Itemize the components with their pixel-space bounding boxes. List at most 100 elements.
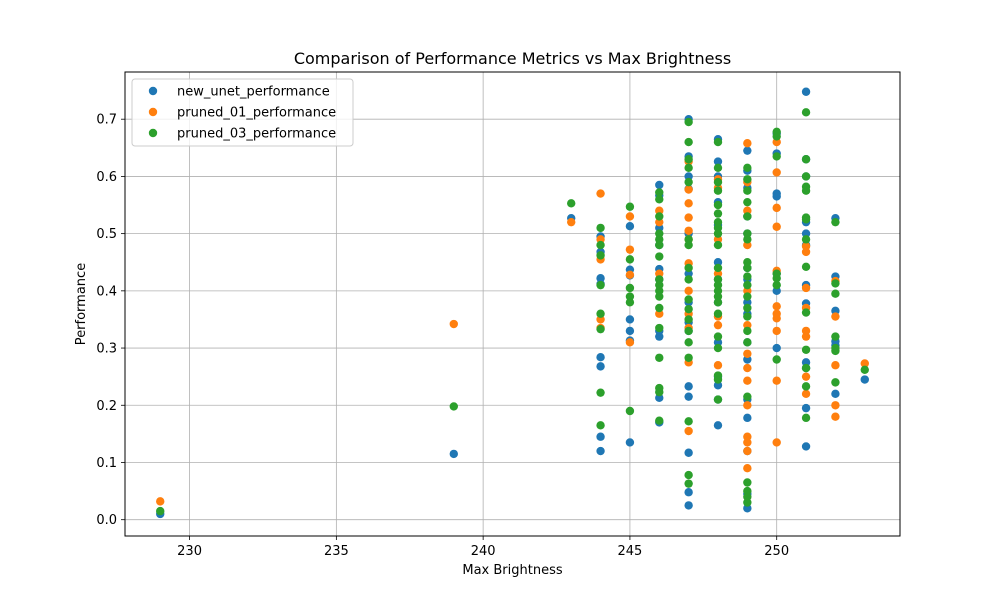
- data-point: [655, 353, 664, 362]
- chart-title: Comparison of Performance Metrics vs Max…: [294, 49, 731, 68]
- data-point: [449, 319, 458, 329]
- legend-box: [131, 78, 354, 147]
- data-point: [713, 209, 723, 218]
- data-point: [567, 217, 576, 227]
- data-point: [596, 309, 605, 318]
- data-point: [772, 343, 781, 353]
- data-point: [655, 275, 664, 284]
- data-point: [596, 446, 605, 456]
- data-point: [625, 406, 635, 416]
- data-point: [625, 292, 635, 301]
- data-point: [684, 199, 693, 208]
- data-point: [801, 235, 811, 244]
- data-point: [801, 442, 811, 451]
- data-point: [156, 506, 165, 516]
- data-point: [713, 421, 723, 430]
- legend-label: new_unet_performance: [177, 85, 330, 100]
- data-point: [596, 421, 605, 430]
- data-point: [713, 395, 723, 404]
- data-point: [655, 303, 664, 313]
- data-point: [801, 363, 811, 373]
- data-point: [743, 229, 752, 238]
- data-point: [743, 363, 752, 373]
- data-point: [801, 382, 811, 391]
- data-point: [684, 117, 693, 127]
- legend-label: pruned_03_performance: [177, 127, 336, 142]
- data-point: [713, 186, 723, 195]
- data-point: [772, 376, 781, 385]
- data-point: [713, 263, 723, 273]
- data-point: [684, 177, 693, 187]
- legend-marker: [148, 107, 158, 117]
- y-tick-label: 0.3: [96, 342, 117, 357]
- data-point: [831, 401, 840, 410]
- data-point: [743, 292, 752, 301]
- data-point: [713, 177, 723, 187]
- data-point: [772, 280, 781, 290]
- data-point: [713, 361, 723, 370]
- data-point: [713, 163, 723, 173]
- data-point: [831, 412, 840, 421]
- data-point: [655, 180, 664, 190]
- data-point: [596, 280, 605, 290]
- data-point: [625, 212, 635, 221]
- data-point: [743, 401, 752, 410]
- data-point: [684, 338, 693, 347]
- data-point: [596, 189, 605, 198]
- data-point: [596, 251, 605, 260]
- data-point: [684, 326, 693, 336]
- y-tick-label: 0.6: [96, 170, 117, 185]
- data-point: [596, 324, 605, 334]
- data-point: [713, 240, 723, 250]
- data-point: [772, 355, 781, 364]
- data-point: [655, 188, 664, 197]
- data-point: [655, 383, 664, 393]
- data-point: [684, 501, 693, 510]
- data-point: [713, 343, 723, 353]
- data-point: [684, 185, 693, 194]
- data-point: [449, 402, 458, 411]
- data-point: [831, 217, 840, 227]
- data-point: [625, 245, 635, 254]
- x-tick-label: 240: [471, 544, 496, 559]
- data-point: [655, 195, 664, 204]
- data-point: [743, 280, 752, 290]
- y-axis-label: Performance: [74, 263, 89, 345]
- data-point: [801, 283, 811, 293]
- data-point: [596, 362, 605, 371]
- x-tick-label: 235: [324, 544, 349, 559]
- data-point: [625, 438, 635, 447]
- data-point: [801, 172, 811, 181]
- y-tick-label: 0.2: [96, 399, 117, 414]
- data-point: [684, 263, 693, 273]
- data-point: [743, 139, 752, 148]
- y-tick-label: 0.5: [96, 227, 117, 242]
- data-point: [743, 338, 752, 347]
- data-point: [567, 199, 576, 208]
- x-tick-label: 250: [764, 544, 789, 559]
- y-tick-label: 0.4: [96, 284, 117, 299]
- data-point: [655, 212, 664, 221]
- data-point: [655, 252, 664, 261]
- data-point: [743, 326, 752, 336]
- data-point: [596, 353, 605, 362]
- data-point: [743, 376, 752, 385]
- data-point: [801, 108, 811, 117]
- x-tick-label: 245: [618, 544, 643, 559]
- data-point: [831, 312, 840, 321]
- data-point: [713, 200, 723, 210]
- data-point: [684, 213, 693, 222]
- data-point: [772, 168, 781, 177]
- data-point: [625, 283, 635, 293]
- data-point: [625, 270, 635, 280]
- data-point: [684, 304, 693, 314]
- data-point: [831, 343, 840, 353]
- data-point: [801, 155, 811, 164]
- data-point: [743, 432, 752, 441]
- data-point: [596, 223, 605, 233]
- data-point: [772, 203, 781, 213]
- data-point: [743, 146, 752, 155]
- data-point: [625, 326, 635, 336]
- data-point: [684, 295, 693, 304]
